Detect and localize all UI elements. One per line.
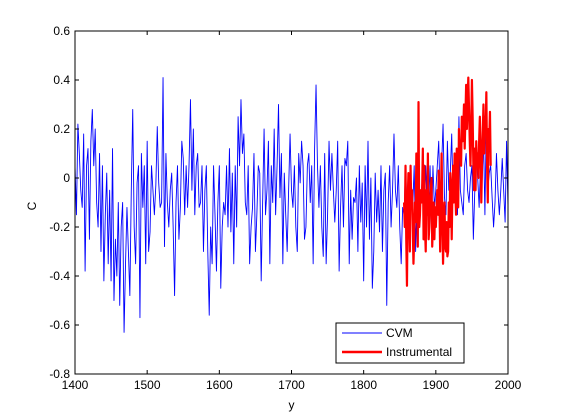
x-axis-label: y (289, 398, 295, 412)
legend: CVM Instrumental (335, 322, 465, 364)
y-tick-label: 0.2 (53, 122, 70, 136)
y-tick-label: -0.2 (49, 220, 70, 234)
x-tick-label: 1600 (206, 378, 233, 392)
y-tick-label: -0.6 (49, 318, 70, 332)
y-tick-label: -0.8 (49, 367, 70, 381)
y-tick-label: 0.4 (53, 73, 70, 87)
legend-box (335, 322, 465, 364)
x-tick-label: 2000 (495, 378, 522, 392)
y-tick-label: -0.4 (49, 269, 70, 283)
x-tick-label: 1800 (350, 378, 377, 392)
y-axis-label: C (25, 201, 39, 210)
legend-label-instrumental: Instrumental (386, 345, 452, 359)
x-tick-label: 1900 (422, 378, 449, 392)
x-tick-label: 1500 (134, 378, 161, 392)
x-tick-label: 1700 (278, 378, 305, 392)
series-line-cvm (74, 77, 509, 333)
legend-label-cvm: CVM (386, 326, 413, 340)
y-tick-label: 0.6 (53, 24, 70, 38)
series-line-instrumental (402, 76, 492, 287)
y-tick-label: 0 (63, 171, 70, 185)
x-tick-label: 1400 (62, 378, 89, 392)
